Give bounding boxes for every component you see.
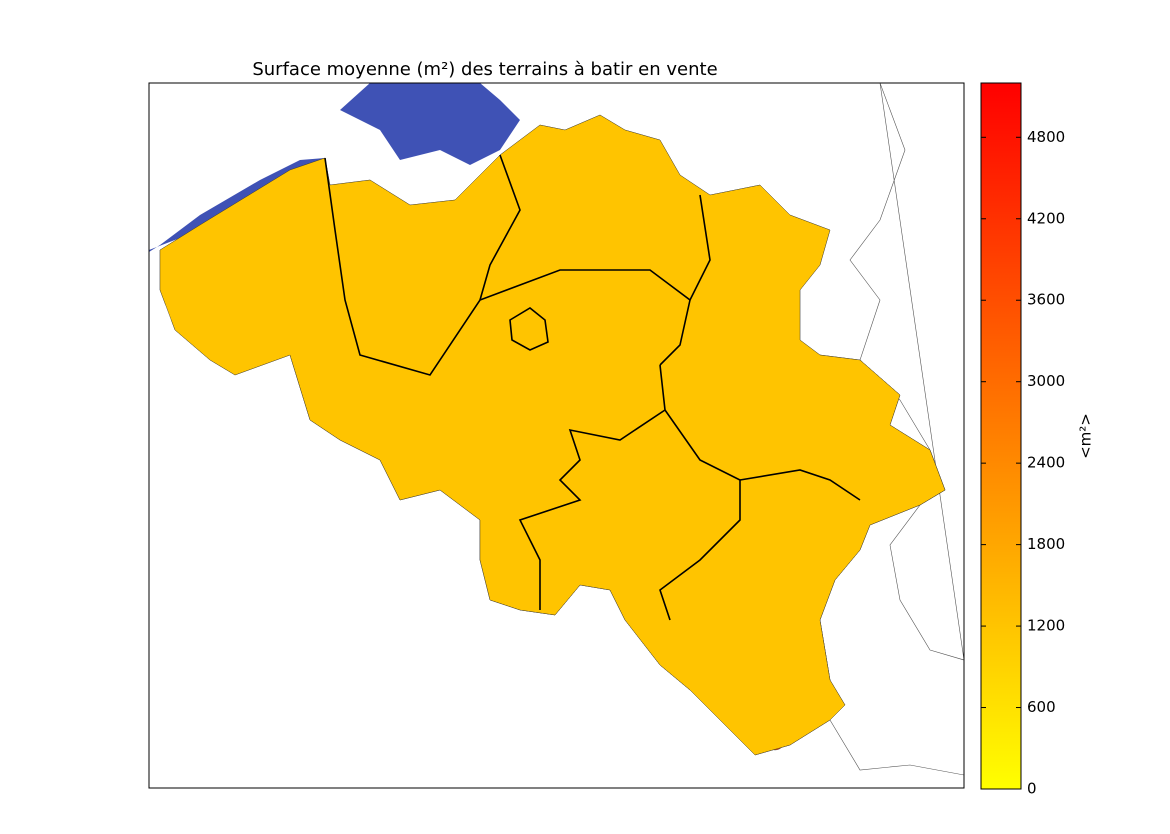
region-border (739, 469, 861, 501)
brussels (509, 307, 549, 351)
region-border (659, 409, 741, 621)
neighbour-border (829, 719, 964, 776)
sea (149, 83, 520, 252)
colorbar-tick-label: 4200 (1027, 209, 1065, 227)
colorbar-tick-label: 3000 (1027, 372, 1065, 390)
region-border (518, 364, 666, 610)
chart-title: Surface moyenne (m²) des terrains à bati… (252, 59, 717, 80)
colorbar-label: <m²> (1077, 413, 1095, 459)
region-border (689, 194, 711, 301)
region-border (479, 154, 521, 301)
colorbar-tick-label: 0 (1027, 780, 1037, 798)
country-border (159, 114, 946, 756)
colorbar-tick-label: 600 (1027, 698, 1056, 716)
colorbar-tick-label: 4800 (1027, 128, 1065, 146)
map (149, 83, 964, 776)
colorbar-tick-label: 1200 (1027, 617, 1065, 635)
colorbar (980, 82, 1022, 790)
colorbar-tick-label: 2400 (1027, 454, 1065, 472)
colorbar-tick-label: 3600 (1027, 291, 1065, 309)
colorbar-tick-label: 1800 (1027, 535, 1065, 553)
map-frame (148, 82, 965, 789)
